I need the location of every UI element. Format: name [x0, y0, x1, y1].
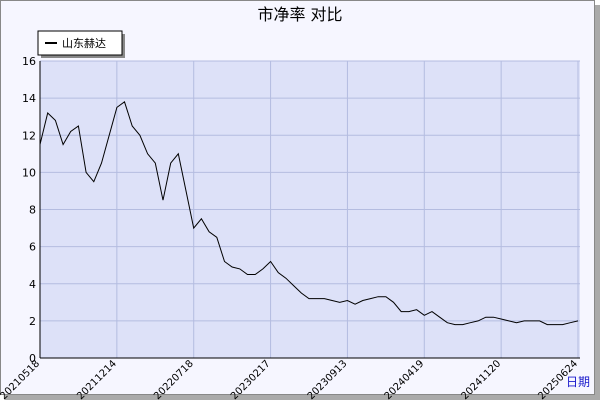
- legend-label: 山东赫达: [62, 37, 106, 50]
- y-tick-label: 8: [29, 204, 36, 217]
- y-tick-label: 4: [29, 278, 36, 291]
- chart-title: 市净率 对比: [257, 5, 342, 24]
- y-tick-label: 0: [29, 352, 36, 365]
- y-tick-label: 6: [29, 241, 36, 254]
- y-tick-label: 2: [29, 315, 36, 328]
- legend-box: [37, 30, 123, 56]
- y-tick-label: 16: [22, 55, 36, 68]
- legend: 山东赫达: [37, 30, 125, 58]
- y-tick-label: 14: [22, 92, 36, 105]
- y-tick-label: 12: [22, 129, 36, 142]
- shadow: [5, 395, 600, 400]
- shadow: [595, 5, 600, 400]
- x-axis-label: 日期: [566, 375, 590, 389]
- y-tick-label: 10: [22, 166, 36, 179]
- line: [39, 100, 579, 326]
